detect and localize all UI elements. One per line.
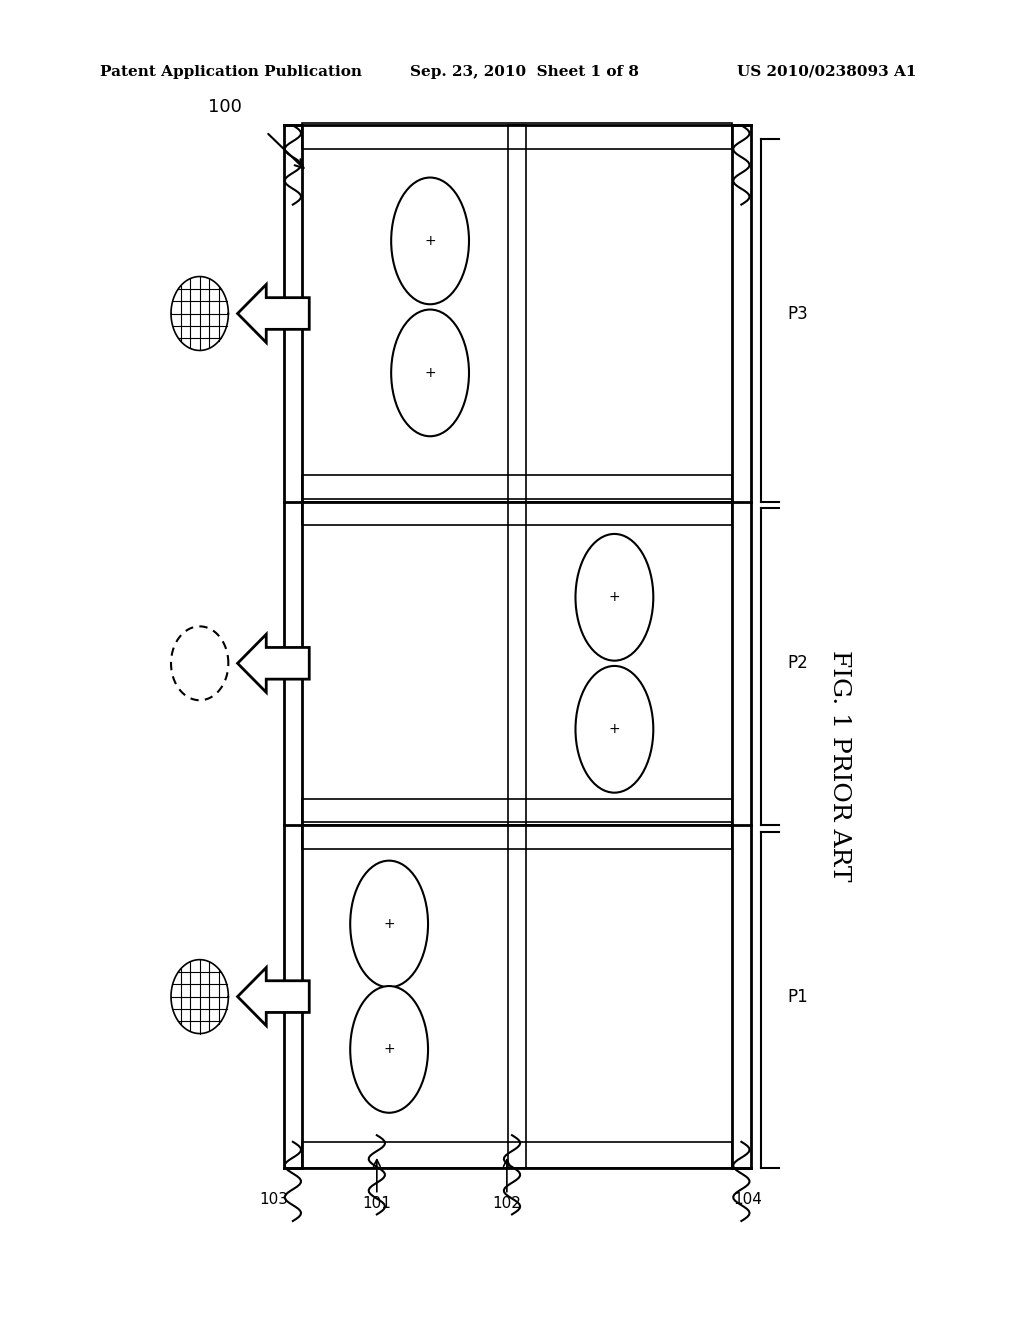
Text: +: + xyxy=(383,917,395,931)
Text: Sep. 23, 2010  Sheet 1 of 8: Sep. 23, 2010 Sheet 1 of 8 xyxy=(410,65,639,79)
Text: FIG. 1 PRIOR ART: FIG. 1 PRIOR ART xyxy=(828,649,851,882)
Polygon shape xyxy=(238,635,309,692)
Text: +: + xyxy=(424,366,436,380)
Text: +: + xyxy=(608,590,621,605)
Text: +: + xyxy=(608,722,621,737)
Ellipse shape xyxy=(391,310,469,437)
Ellipse shape xyxy=(575,535,653,661)
Text: P1: P1 xyxy=(787,987,808,1006)
Ellipse shape xyxy=(350,861,428,987)
Text: P3: P3 xyxy=(787,305,808,322)
Ellipse shape xyxy=(575,665,653,792)
Ellipse shape xyxy=(391,177,469,305)
Text: 101: 101 xyxy=(362,1196,391,1210)
Text: US 2010/0238093 A1: US 2010/0238093 A1 xyxy=(737,65,916,79)
Text: 100: 100 xyxy=(208,98,243,116)
Text: +: + xyxy=(424,234,436,248)
Text: +: + xyxy=(383,1043,395,1056)
Polygon shape xyxy=(238,285,309,343)
Text: 102: 102 xyxy=(493,1196,521,1210)
Text: Patent Application Publication: Patent Application Publication xyxy=(100,65,362,79)
Text: 104: 104 xyxy=(733,1192,762,1206)
Polygon shape xyxy=(238,968,309,1026)
Text: 103: 103 xyxy=(259,1192,288,1206)
Ellipse shape xyxy=(350,986,428,1113)
Text: P2: P2 xyxy=(787,655,808,672)
